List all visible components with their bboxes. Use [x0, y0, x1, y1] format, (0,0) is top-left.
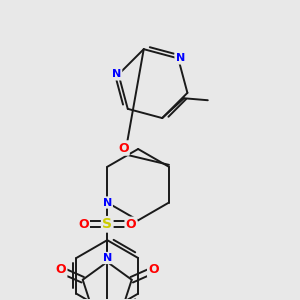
Text: O: O [126, 218, 136, 231]
Text: N: N [103, 253, 112, 263]
Text: S: S [102, 217, 112, 231]
Text: O: O [78, 218, 89, 231]
Text: O: O [148, 263, 159, 276]
Text: N: N [103, 197, 112, 208]
Text: O: O [56, 263, 66, 276]
Text: N: N [112, 69, 121, 80]
Text: N: N [176, 53, 185, 63]
Text: O: O [118, 142, 129, 154]
